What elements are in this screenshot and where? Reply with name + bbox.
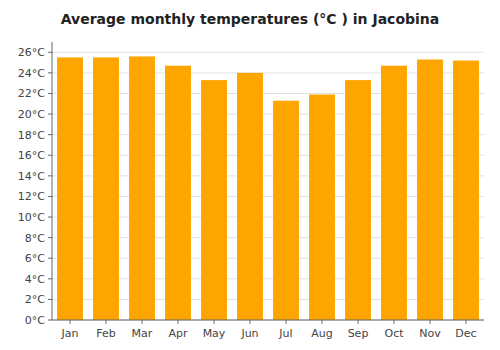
bar — [57, 57, 83, 320]
bar — [165, 66, 191, 320]
bar — [201, 80, 227, 320]
y-tick — [48, 155, 52, 156]
y-tick-label: 6°C — [25, 252, 45, 265]
y-tick — [48, 72, 52, 73]
bar — [129, 56, 155, 320]
x-tick — [142, 320, 143, 324]
x-tick-label: Jun — [240, 327, 258, 340]
x-tick-label: Mar — [132, 327, 153, 340]
bar — [345, 80, 371, 320]
y-tick — [48, 114, 52, 115]
bar — [309, 95, 335, 320]
x-tick — [322, 320, 323, 324]
y-tick-label: 12°C — [18, 190, 45, 203]
y-tick-label: 0°C — [25, 314, 45, 327]
x-tick — [286, 320, 287, 324]
y-tick-label: 10°C — [18, 211, 45, 224]
bar — [93, 57, 119, 320]
y-tick — [48, 299, 52, 300]
x-tick — [394, 320, 395, 324]
y-tick-label: 4°C — [25, 273, 45, 286]
y-tick — [48, 278, 52, 279]
y-tick-label: 16°C — [18, 149, 45, 162]
x-tick — [250, 320, 251, 324]
x-tick-label: Oct — [384, 327, 404, 340]
x-tick-label: Apr — [168, 327, 188, 340]
y-tick — [48, 93, 52, 94]
x-tick — [430, 320, 431, 324]
y-tick-label: 14°C — [18, 170, 45, 183]
x-tick-label: Feb — [96, 327, 115, 340]
y-tick — [48, 175, 52, 176]
y-tick-label: 24°C — [18, 67, 45, 80]
x-tick — [214, 320, 215, 324]
y-tick-label: 22°C — [18, 87, 45, 100]
grid-line — [52, 52, 484, 53]
bar — [453, 61, 479, 320]
y-tick — [48, 134, 52, 135]
bars — [57, 56, 479, 320]
chart-container: Average monthly temperatures (°C ) in Ja… — [0, 0, 500, 350]
x-tick-label: Jan — [61, 327, 79, 340]
bar — [417, 60, 443, 320]
bar — [237, 73, 263, 320]
y-tick — [48, 217, 52, 218]
y-axis-line — [52, 42, 53, 320]
y-tick-label: 18°C — [18, 129, 45, 142]
chart-svg: Average monthly temperatures (°C ) in Ja… — [0, 0, 500, 350]
y-tick — [48, 52, 52, 53]
y-tick — [48, 258, 52, 259]
grid-line — [52, 320, 484, 321]
y-tick-label: 26°C — [18, 46, 45, 59]
x-tick-label: Sep — [348, 327, 369, 340]
x-tick — [466, 320, 467, 324]
x-tick-label: Dec — [455, 327, 476, 340]
x-tick — [358, 320, 359, 324]
x-tick-label: Nov — [419, 327, 441, 340]
bar — [381, 66, 407, 320]
y-tick-labels: 0°C 2°C 4°C 6°C 8°C 10°C 12°C 14°C 16°C 18°C 20°C 2… — [18, 46, 52, 327]
bar — [273, 101, 299, 320]
x-axis-line — [52, 320, 484, 321]
x-tick — [106, 320, 107, 324]
y-tick-label: 8°C — [25, 232, 45, 245]
y-grid — [52, 52, 484, 320]
chart-title: Average monthly temperatures (°C ) in Ja… — [61, 11, 440, 27]
x-tick — [178, 320, 179, 324]
y-tick — [48, 237, 52, 238]
y-tick — [48, 196, 52, 197]
y-tick-label: 20°C — [18, 108, 45, 121]
x-tick-labels: Jan Feb Mar Apr May Jun Jul Aug Sep Oct Nov Dec — [61, 320, 477, 340]
x-tick — [70, 320, 71, 324]
x-tick-label: May — [203, 327, 226, 340]
x-tick-label: Jul — [278, 327, 292, 340]
y-tick-label: 2°C — [25, 293, 45, 306]
y-tick — [48, 320, 52, 321]
x-tick-label: Aug — [311, 327, 332, 340]
